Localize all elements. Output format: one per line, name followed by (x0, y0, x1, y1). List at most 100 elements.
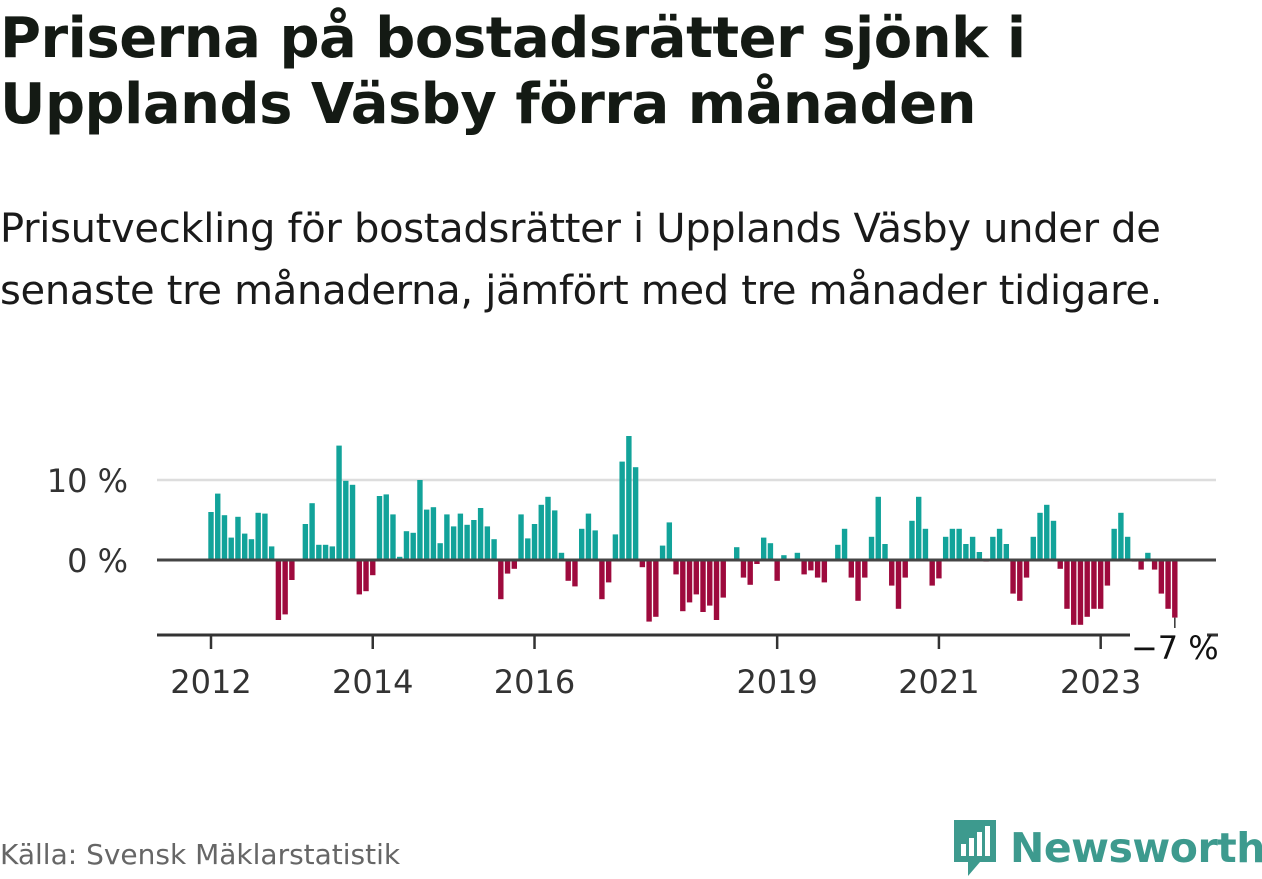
bar (713, 560, 720, 620)
bar (734, 547, 740, 560)
bar (963, 544, 969, 560)
bar (646, 560, 652, 622)
axes (157, 558, 1218, 649)
bar (1017, 560, 1023, 601)
bar (599, 560, 605, 600)
bar (275, 560, 282, 620)
bar (686, 560, 693, 603)
bar (390, 514, 396, 560)
bar (289, 560, 295, 580)
bar (922, 528, 929, 560)
brand[interactable]: Newsworthy (950, 818, 1262, 878)
bar (1084, 560, 1090, 617)
bar (450, 526, 457, 560)
bar (808, 560, 814, 571)
source-credit: Källa: Svensk Mäklarstatistik (0, 838, 401, 871)
bar (403, 531, 410, 560)
bar (835, 544, 841, 560)
bar (895, 560, 902, 609)
bar (302, 524, 309, 560)
bar (498, 560, 504, 600)
bar (397, 556, 403, 560)
bar (511, 560, 517, 569)
bar (370, 560, 376, 576)
bar (814, 560, 821, 578)
bar (942, 536, 949, 560)
bar (794, 552, 801, 560)
bar (1050, 520, 1057, 560)
bar (565, 560, 571, 581)
x-tick-label: 2019 (736, 663, 817, 701)
bar (626, 436, 632, 560)
bar (666, 522, 673, 560)
bar (1165, 560, 1171, 609)
bar (525, 538, 531, 560)
x-tick-label: 2021 (898, 663, 979, 701)
bar (632, 467, 639, 560)
bar (356, 560, 362, 595)
bar (1118, 512, 1124, 560)
bar-chart-logo-icon (954, 820, 996, 876)
y-tick-label: 0 % (67, 542, 128, 580)
bar (680, 560, 686, 612)
bar (235, 516, 241, 560)
x-tick-label: 2012 (170, 663, 251, 701)
bar (585, 513, 592, 560)
bar (653, 560, 659, 617)
last-value-label: −7 % (1131, 629, 1219, 667)
bar (693, 560, 699, 595)
bar (410, 532, 416, 560)
tick-labels: 0 % 10 % 2012 2014 2016 2019 2021 2023−7 % (47, 462, 1219, 701)
bar (336, 445, 342, 560)
bar (969, 536, 976, 560)
bar (1097, 560, 1104, 609)
bar (208, 512, 214, 560)
bar (1044, 504, 1050, 560)
bar (848, 560, 854, 578)
bar (936, 560, 942, 579)
bar (383, 494, 389, 560)
bar (552, 510, 558, 560)
bar (1057, 560, 1063, 569)
bar (1151, 560, 1158, 570)
chart-title: Priserna på bostadsrätter sjönk i Upplan… (0, 6, 1026, 137)
bar (430, 507, 437, 560)
x-tick-label: 2016 (494, 663, 575, 701)
bar (929, 560, 935, 586)
bar (363, 560, 369, 592)
bar (518, 514, 524, 560)
bar (720, 560, 726, 598)
bar (1030, 536, 1036, 560)
bar (329, 546, 336, 560)
bar (707, 560, 713, 606)
bar (612, 534, 619, 560)
bar (754, 560, 760, 564)
chart-subtitle: Prisutveckling för bostadsrätter i Uppla… (0, 206, 1163, 314)
bar (1145, 552, 1151, 560)
bar (572, 560, 578, 587)
bar (1138, 560, 1144, 570)
bar (309, 503, 315, 560)
bar (1172, 560, 1178, 618)
bar (801, 560, 807, 575)
bar (659, 545, 666, 560)
bar (774, 560, 780, 581)
x-tick-label: 2023 (1060, 663, 1141, 701)
bar (639, 560, 646, 568)
bar (282, 560, 288, 615)
bar (221, 515, 228, 560)
y-tick-label: 10 % (47, 462, 128, 500)
bar (862, 560, 868, 578)
bar (1037, 512, 1043, 560)
bar (990, 536, 996, 560)
bar (316, 544, 322, 560)
bar (1003, 544, 1010, 560)
bar (376, 496, 383, 560)
bar (1158, 560, 1165, 594)
bar (619, 461, 625, 560)
bar (343, 480, 349, 560)
bar (248, 539, 255, 560)
bar (875, 496, 881, 560)
bar (673, 560, 679, 575)
bar (889, 560, 895, 586)
